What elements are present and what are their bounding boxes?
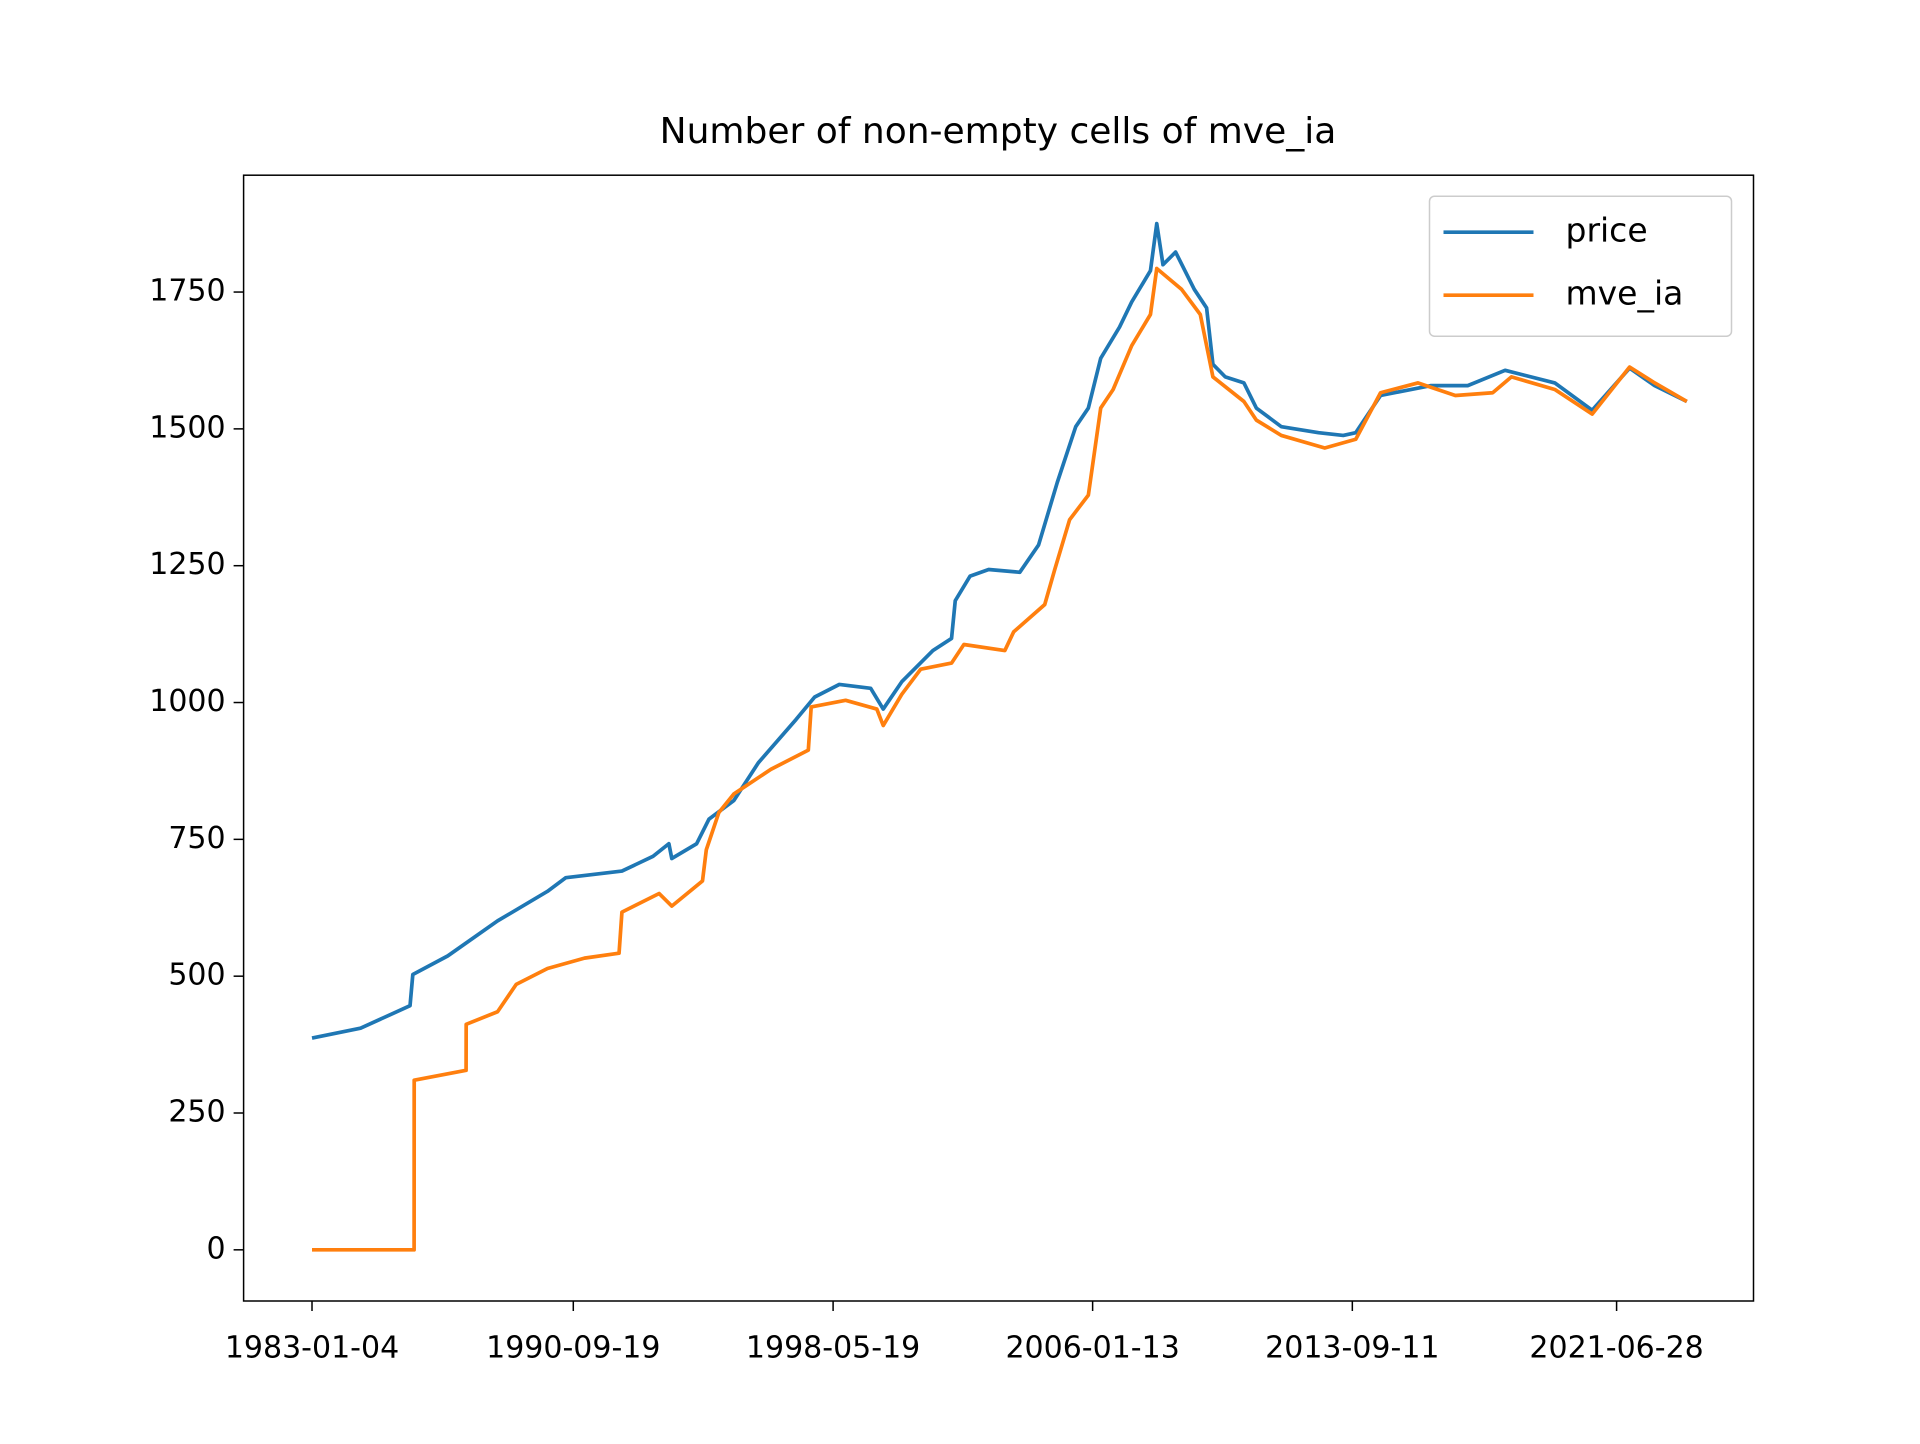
x-tick-label: 1998-05-19 — [746, 1331, 920, 1366]
plot-frame — [242, 174, 1755, 1302]
y-tick-label: 1500 — [149, 410, 225, 445]
y-tick-label: 500 — [168, 958, 225, 993]
x-tick-label: 1990-09-19 — [486, 1331, 660, 1366]
x-tick-label: 1983-01-04 — [225, 1331, 399, 1366]
y-tick-label: 1250 — [149, 547, 225, 582]
series-line — [312, 266, 1688, 1252]
y-tick-label: 1000 — [149, 684, 225, 719]
y-tick-label: 750 — [168, 821, 225, 856]
x-tick-label: 2021-06-28 — [1529, 1331, 1703, 1366]
chart-title: Number of non-empty cells of mve_ia — [660, 111, 1337, 152]
series-line — [311, 221, 1688, 1040]
y-tick-label: 250 — [168, 1095, 225, 1130]
y-tick-label: 1750 — [149, 274, 225, 309]
x-tick-label: 2013-09-11 — [1265, 1331, 1439, 1366]
legend-label: price — [1566, 211, 1648, 250]
legend-label: mve_ia — [1566, 274, 1684, 313]
y-tick-label: 0 — [207, 1231, 226, 1266]
x-tick-label: 2006-01-13 — [1005, 1331, 1179, 1366]
